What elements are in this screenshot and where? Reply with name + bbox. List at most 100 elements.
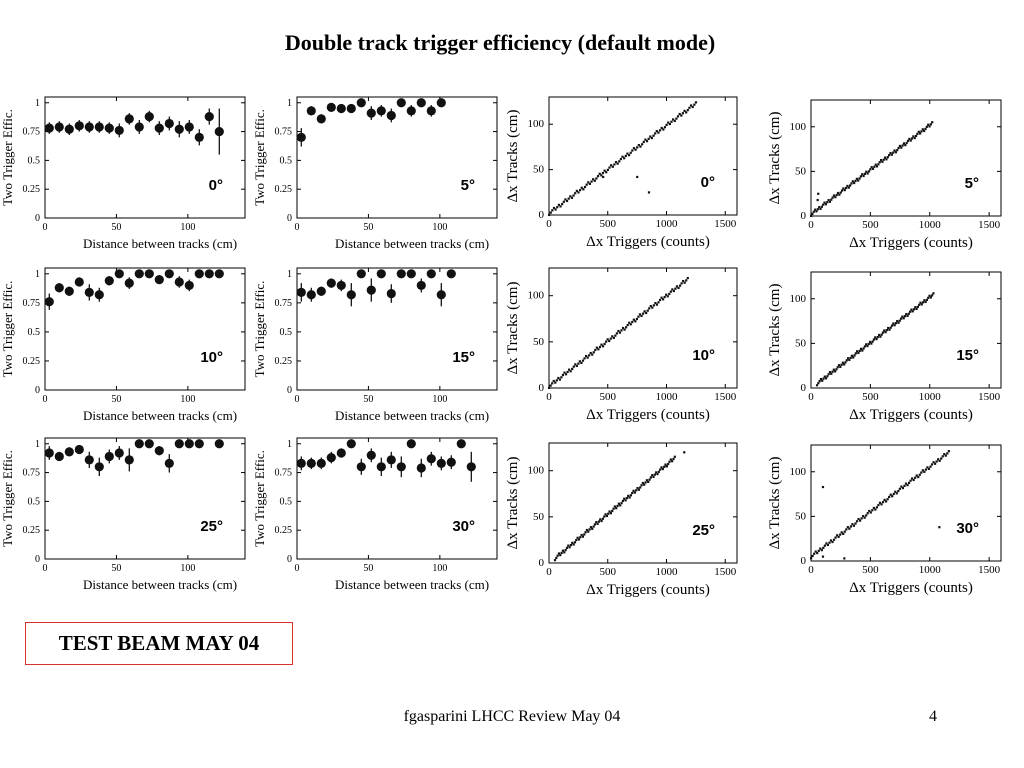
data-point (316, 458, 326, 468)
scatter-point (843, 363, 846, 366)
data-point (124, 278, 134, 288)
x-tick-label: 50 (111, 394, 121, 405)
scatter-point (938, 459, 941, 462)
scatter-point (608, 510, 611, 513)
scatter-point (920, 130, 923, 133)
y-tick-label: 0 (539, 209, 545, 221)
y-tick-label: 100 (790, 293, 807, 305)
scatter-point (660, 296, 663, 299)
scatter-point (672, 118, 675, 121)
scatter-point (651, 306, 654, 309)
data-point (436, 290, 446, 300)
scatter-point (649, 135, 652, 138)
scatter-point (845, 528, 848, 531)
scatter-point (850, 182, 853, 185)
data-point (356, 98, 366, 108)
y-tick-label: 1 (35, 439, 40, 450)
scatter-point (595, 521, 598, 524)
y-tick-label: 0.5 (280, 496, 293, 507)
scatter-point (905, 141, 908, 145)
y-tick-label: 0.5 (280, 327, 293, 338)
scatter-point (601, 345, 605, 348)
data-point (446, 269, 456, 279)
scatter-point (643, 483, 646, 486)
x-tick-label: 100 (432, 394, 447, 405)
scatter-point (572, 543, 575, 546)
scatter-point (636, 486, 639, 490)
scatter-point (878, 161, 881, 164)
scatter-point (818, 380, 821, 383)
x-tick-label: 0 (808, 564, 814, 576)
y-tick-label: 1 (287, 269, 292, 280)
x-tick-label: 1500 (714, 391, 737, 403)
data-point (214, 126, 224, 137)
data-point (326, 452, 336, 463)
data-point (356, 269, 366, 279)
scatter-point (575, 189, 578, 193)
x-tick-label: 1500 (714, 218, 737, 230)
scatter-point (552, 379, 555, 383)
scatter-point (669, 458, 672, 461)
scatter-point (906, 139, 910, 143)
scatter-point (863, 172, 867, 175)
scatter-point (912, 308, 916, 311)
scatter-point (643, 310, 646, 313)
data-point (74, 444, 84, 455)
scatter-point (624, 499, 627, 502)
scatter-point (556, 206, 559, 209)
scatter-point (826, 543, 830, 547)
scatter-point (929, 465, 932, 468)
chart-panel-11: 0 500 1000 1500 0 50 100 Δx Triggers (counts) Δx… (505, 442, 738, 598)
scatter-point (660, 126, 663, 130)
page-number: 4 (929, 708, 937, 725)
y-tick-label: 1 (287, 98, 292, 109)
scatter-point (894, 490, 897, 493)
data-point (124, 455, 134, 465)
scatter-point (560, 551, 563, 554)
scatter-point (923, 299, 926, 302)
scatter-point (654, 301, 657, 305)
scatter-point (811, 212, 814, 215)
scatter-point (554, 381, 557, 384)
scatter-point (633, 491, 636, 494)
scatter-point (549, 384, 552, 387)
scatter-point (580, 361, 583, 365)
scatter-point (919, 301, 922, 304)
plot-frame (296, 96, 498, 219)
data-point (346, 439, 356, 449)
data-point (184, 439, 194, 449)
x-axis-label: Distance between tracks (cm) (83, 408, 237, 423)
scatter-point (910, 308, 913, 311)
scatter-point (840, 363, 843, 366)
scatter-point (599, 518, 602, 521)
scatter-point (826, 375, 829, 378)
y-tick-label: 0 (287, 554, 292, 565)
data-point (366, 108, 376, 118)
scatter-point (836, 534, 839, 537)
scatter-point (868, 340, 872, 344)
scatter-point (874, 508, 877, 511)
scatter-point (875, 506, 879, 509)
x-tick-label: 0 (43, 222, 48, 233)
scatter-point (580, 186, 583, 189)
scatter-point (870, 166, 873, 169)
scatter-point (873, 165, 876, 168)
scatter-point (551, 209, 554, 212)
y-tick-label: 0 (287, 213, 292, 224)
scatter-point (927, 296, 930, 299)
data-point (296, 132, 306, 142)
scatter-point (844, 361, 847, 364)
scatter-point (835, 368, 838, 371)
x-axis-label: Δx Triggers (counts) (849, 235, 973, 251)
data-point (406, 439, 416, 449)
scatter-point (648, 478, 651, 481)
scatter-point (822, 377, 825, 380)
scatter-point (928, 294, 931, 297)
scatter-point (823, 201, 826, 204)
scatter-point (865, 343, 868, 346)
data-point (134, 122, 144, 132)
angle-label: 10° (692, 347, 715, 364)
scatter-point (836, 366, 839, 369)
y-axis-label: Δx Tracks (cm) (505, 110, 521, 203)
scatter-point (650, 136, 654, 140)
